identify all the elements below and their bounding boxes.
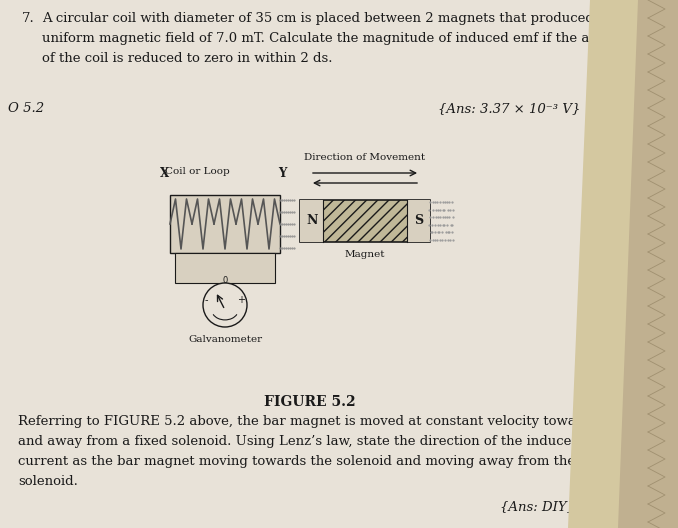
Text: Coil or Loop: Coil or Loop <box>165 167 230 176</box>
Text: {Ans: DIY}: {Ans: DIY} <box>500 500 575 513</box>
Polygon shape <box>568 0 640 528</box>
Text: Y: Y <box>278 167 286 180</box>
Text: N: N <box>306 214 317 228</box>
Text: Direction of Movement: Direction of Movement <box>304 153 426 162</box>
Text: FIGURE 5.2: FIGURE 5.2 <box>264 395 356 409</box>
Bar <box>407 200 430 242</box>
Text: +: + <box>237 295 245 305</box>
Text: -: - <box>205 295 209 305</box>
Text: 0: 0 <box>222 276 228 285</box>
Text: Galvanometer: Galvanometer <box>188 335 262 344</box>
Text: O 5.2: O 5.2 <box>8 102 44 115</box>
Text: Referring to FIGURE 5.2 above, the bar magnet is moved at constant velocity towa: Referring to FIGURE 5.2 above, the bar m… <box>18 415 597 488</box>
Text: Magnet: Magnet <box>344 250 385 259</box>
Bar <box>175 253 275 283</box>
Circle shape <box>203 283 247 327</box>
Polygon shape <box>618 0 678 528</box>
Text: A circular coil with diameter of 35 cm is placed between 2 magnets that produced: A circular coil with diameter of 35 cm i… <box>42 12 612 65</box>
Text: S: S <box>414 214 423 228</box>
Text: {Ans: 3.37 × 10⁻³ V}: {Ans: 3.37 × 10⁻³ V} <box>437 102 580 115</box>
Text: X: X <box>161 167 170 180</box>
Bar <box>300 200 430 242</box>
Bar <box>170 195 280 253</box>
Bar <box>300 200 323 242</box>
Text: 7.: 7. <box>22 12 35 25</box>
